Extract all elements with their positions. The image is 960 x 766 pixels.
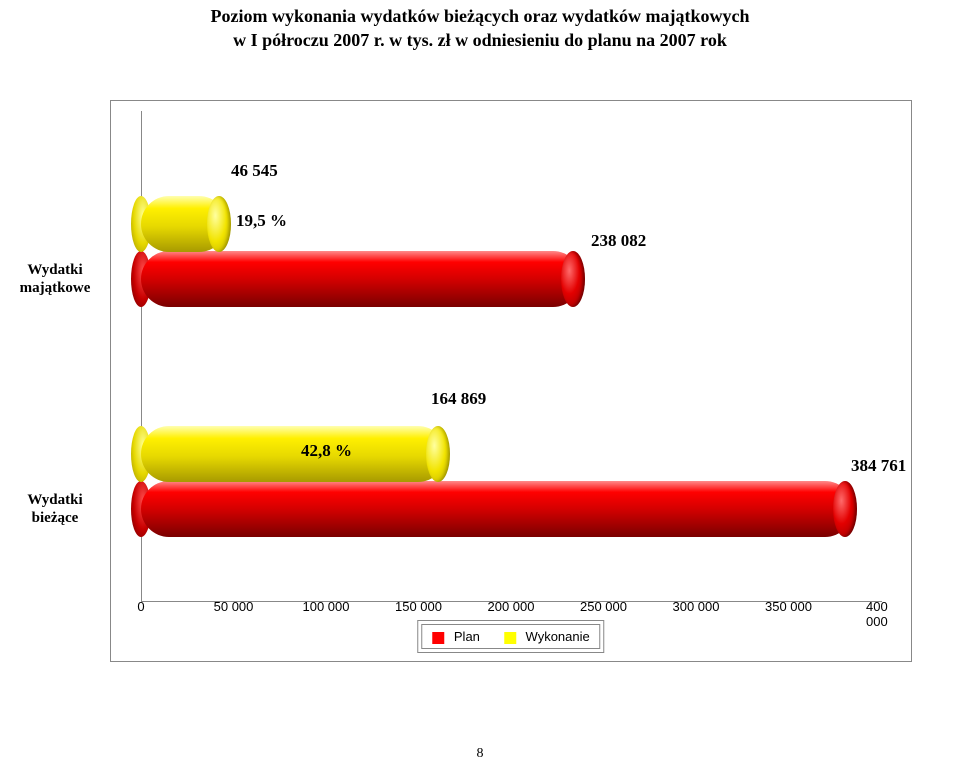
pct-label-majatkowe: 19,5 % xyxy=(236,211,287,231)
x-tick-label: 50 000 xyxy=(214,599,254,614)
bar-wykonanie-majatkowe xyxy=(141,196,227,252)
chart-frame: Wydatkimajątkowe 46 545 19,5 % 238 082 W… xyxy=(110,100,912,662)
legend-item-plan: Plan xyxy=(432,629,480,644)
value-label-plan-majatkowe: 238 082 xyxy=(591,231,646,251)
title-line-2: w I półroczu 2007 r. w tys. zł w odniesi… xyxy=(233,30,727,50)
x-tick-label: 250 000 xyxy=(580,599,627,614)
legend-label-plan: Plan xyxy=(454,629,480,644)
value-label-plan-biezace: 384 761 xyxy=(851,456,906,476)
x-tick-label: 300 000 xyxy=(673,599,720,614)
legend-swatch-wykonanie xyxy=(504,632,516,644)
legend: Plan Wykonanie xyxy=(417,620,604,653)
value-label-wyk-biezace: 164 869 xyxy=(431,389,486,409)
page-number: 8 xyxy=(477,746,484,762)
x-tick-label: 400 000 xyxy=(866,599,896,629)
x-tick-label: 200 000 xyxy=(488,599,535,614)
x-tick-label: 350 000 xyxy=(765,599,812,614)
x-tick-label: 150 000 xyxy=(395,599,442,614)
bar-plan-biezace xyxy=(141,481,853,537)
category-label-biezace-text: Wydatkibieżące xyxy=(27,492,82,526)
pct-label-biezace: 42,8 % xyxy=(301,441,352,461)
chart-title: Poziom wykonania wydatków bieżących oraz… xyxy=(0,0,960,53)
x-tick-label: 100 000 xyxy=(303,599,350,614)
category-label-biezace: Wydatkibieżące xyxy=(5,491,105,527)
legend-swatch-plan xyxy=(432,632,444,644)
legend-item-wykonanie: Wykonanie xyxy=(504,629,590,644)
x-tick-label: 0 xyxy=(137,599,144,614)
bar-plan-majatkowe xyxy=(141,251,581,307)
title-line-1: Poziom wykonania wydatków bieżących oraz… xyxy=(211,6,750,26)
bar-wykonanie-biezace xyxy=(141,426,446,482)
category-label-majatkowe-text: Wydatkimajątkowe xyxy=(20,262,91,296)
x-axis-labels: 0 50 000 100 000 150 000 200 000 250 000 300 0… xyxy=(111,599,911,619)
value-label-wyk-majatkowe: 46 545 xyxy=(231,161,278,181)
category-label-majatkowe: Wydatkimajątkowe xyxy=(5,261,105,297)
legend-label-wykonanie: Wykonanie xyxy=(526,629,590,644)
